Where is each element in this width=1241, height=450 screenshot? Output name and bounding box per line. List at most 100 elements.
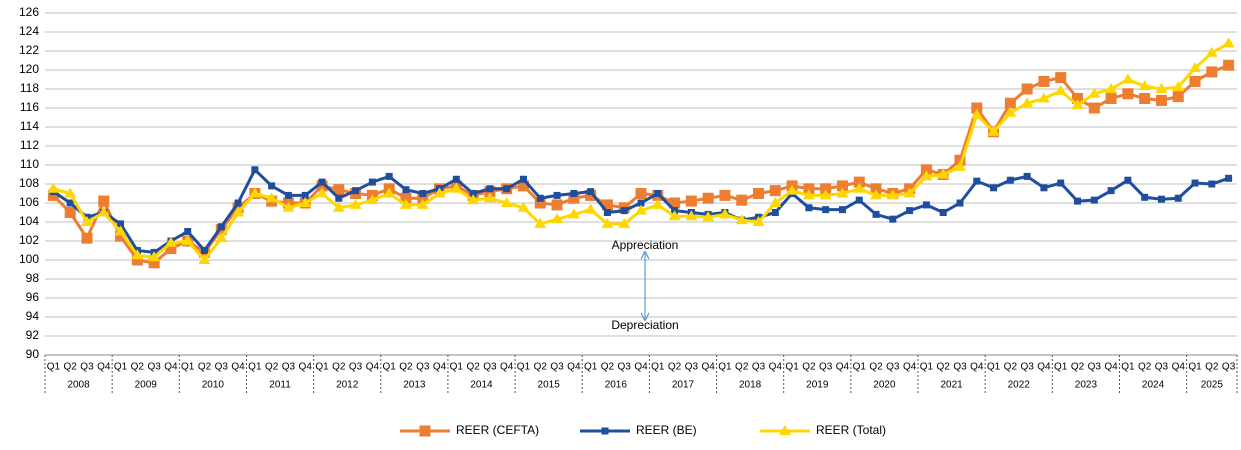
point: [551, 199, 563, 211]
point: [769, 185, 781, 197]
x-tick-label: Q3: [1222, 362, 1236, 373]
point: [1088, 102, 1100, 114]
x-group-label: 2011: [269, 380, 291, 391]
point: [553, 191, 561, 199]
x-tick-label: Q1: [1121, 362, 1135, 373]
point: [635, 204, 647, 215]
x-group-label: 2023: [1075, 380, 1098, 391]
point: [651, 198, 664, 209]
point: [819, 189, 832, 200]
x-group-label: 2012: [336, 380, 359, 391]
point: [587, 188, 595, 196]
point: [268, 182, 276, 190]
point: [1225, 174, 1233, 182]
point: [1223, 59, 1235, 71]
point: [467, 194, 480, 205]
x-tick-label: Q2: [1004, 362, 1018, 373]
point: [620, 207, 628, 215]
y-tick-label: 120: [19, 62, 39, 76]
x-tick-label: Q1: [651, 362, 665, 373]
point: [517, 201, 530, 212]
point: [752, 216, 765, 226]
point: [669, 197, 681, 209]
y-tick-label: 92: [26, 328, 40, 342]
x-group-label: 2015: [538, 380, 561, 391]
x-tick-label: Q1: [1054, 362, 1068, 373]
point: [200, 247, 208, 254]
y-tick-label: 124: [19, 24, 39, 38]
y-tick-label: 110: [20, 157, 39, 171]
point: [148, 257, 160, 269]
y-tick-label: 90: [26, 347, 40, 361]
point: [534, 217, 547, 228]
point: [184, 228, 192, 235]
point: [1090, 196, 1098, 204]
point: [1138, 80, 1151, 91]
x-tick-label: Q4: [366, 362, 380, 373]
y-tick-label: 104: [19, 214, 39, 228]
point: [500, 197, 513, 207]
point: [654, 190, 662, 197]
x-tick-label: Q2: [668, 362, 682, 373]
point: [1004, 97, 1016, 109]
point: [771, 209, 779, 216]
x-tick-label: Q2: [265, 362, 279, 373]
x-tick-label: Q2: [399, 362, 413, 373]
x-tick-label: Q1: [47, 362, 61, 373]
point: [452, 175, 460, 183]
x-tick-label: Q4: [231, 362, 245, 373]
point: [115, 230, 127, 242]
point: [282, 201, 295, 212]
point: [1172, 91, 1184, 103]
point: [971, 102, 983, 114]
point: [318, 178, 326, 186]
point: [483, 192, 496, 203]
point: [769, 197, 782, 207]
point: [450, 182, 463, 193]
point: [251, 166, 259, 174]
x-tick-label: Q3: [282, 362, 296, 373]
point: [1037, 92, 1050, 103]
point: [64, 207, 76, 218]
point: [570, 190, 578, 197]
x-tick-label: Q3: [819, 362, 833, 373]
x-group-label: 2009: [135, 380, 158, 391]
point: [637, 199, 645, 207]
x-group-label: 2010: [202, 380, 225, 391]
point: [1157, 195, 1165, 203]
point: [400, 192, 412, 204]
x-tick-label: Q2: [198, 362, 212, 373]
x-tick-label: Q2: [601, 362, 615, 373]
point: [953, 160, 966, 171]
x-tick-label: Q1: [517, 362, 531, 373]
y-tick-label: 116: [20, 100, 39, 114]
y-tick-label: 114: [20, 119, 39, 133]
point: [886, 189, 899, 200]
x-group-label: 2025: [1201, 380, 1224, 391]
annotation: Depreciation: [611, 318, 678, 332]
point: [1208, 180, 1216, 188]
x-tick-label: Q1: [785, 362, 799, 373]
point: [232, 206, 245, 217]
x-tick-label: Q3: [215, 362, 229, 373]
point: [114, 225, 127, 236]
x-tick-label: Q3: [953, 362, 967, 373]
point: [419, 190, 427, 197]
point: [920, 170, 933, 181]
point: [568, 192, 580, 204]
point: [820, 183, 832, 195]
point: [503, 185, 511, 193]
x-tick-label: Q3: [349, 362, 363, 373]
point: [601, 217, 614, 228]
point: [131, 249, 144, 260]
point: [534, 197, 546, 209]
x-tick-label: Q1: [315, 362, 329, 373]
x-tick-label: Q1: [248, 362, 262, 373]
point: [855, 196, 863, 204]
point: [987, 125, 1000, 136]
point: [368, 178, 376, 186]
point: [234, 199, 242, 207]
x-group-label: 2017: [672, 380, 695, 391]
point: [853, 182, 866, 193]
x-group-label: 2022: [1008, 380, 1031, 391]
